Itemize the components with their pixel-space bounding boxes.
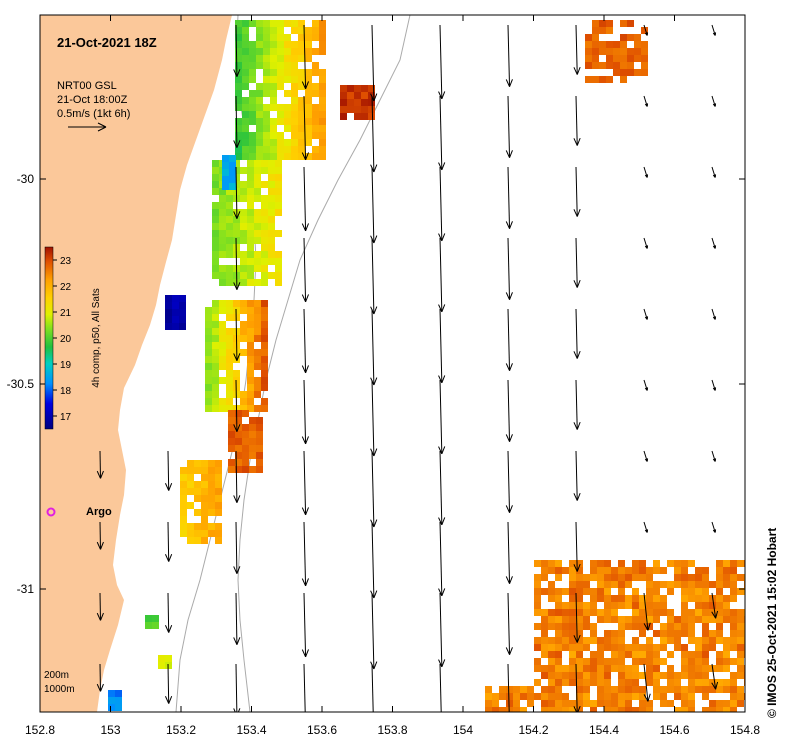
colorbar-tick-label: 20 (60, 334, 72, 345)
map-title: 21-Oct-2021 18Z (57, 35, 157, 50)
colorbar-tick-label: 18 (60, 386, 72, 397)
x-tick-label: 153.8 (377, 723, 407, 737)
x-tick-label: 153 (100, 723, 120, 737)
depth-label-200m: 200m (44, 670, 69, 681)
y-tick-label: -30.5 (7, 377, 35, 391)
colorbar (44, 246, 54, 430)
x-tick-label: 154.8 (730, 723, 760, 737)
colorbar-tick-label: 21 (60, 308, 72, 319)
y-tick-label: -30 (17, 172, 35, 186)
x-tick-label: 153.6 (307, 723, 337, 737)
y-tick-label: -31 (17, 582, 35, 596)
current-vectors (96, 24, 719, 712)
credit-text: © IMOS 25-Oct-2021 15:02 Hobart (765, 528, 779, 718)
x-tick-label: 152.8 (25, 723, 55, 737)
x-tick-label: 153.2 (166, 723, 196, 737)
sst-pixels (108, 20, 745, 712)
x-tick-label: 154 (453, 723, 473, 737)
x-tick-label: 154.4 (589, 723, 619, 737)
colorbar-label: 4h comp, p50, All Sats (91, 288, 102, 388)
x-tick-label: 154.2 (518, 723, 548, 737)
colorbar-tick-label: 17 (60, 412, 72, 423)
scale-arrow (68, 122, 107, 132)
colorbar-tick-label: 23 (60, 256, 72, 267)
info-line-3: 0.5m/s (1kt 6h) (57, 108, 130, 120)
axis-ticks: 152.8 153 153.2 153.4 153.6 153.8 154 154.2 154.… (7, 15, 760, 737)
x-tick-label: 153.4 (236, 723, 266, 737)
x-tick-label: 154.6 (659, 723, 689, 737)
info-line-1: NRT00 GSL (57, 80, 117, 92)
colorbar-tick-label: 22 (60, 282, 72, 293)
colorbar-tick-label: 19 (60, 360, 72, 371)
depth-contour-1000m (237, 15, 411, 712)
land-mass (40, 15, 232, 712)
colorbar-ticks: 23 22 21 20 19 18 17 (53, 256, 72, 423)
info-line-2: 21-Oct 18:00Z (57, 94, 128, 106)
argo-marker (46, 507, 56, 517)
depth-label-1000m: 1000m (44, 684, 75, 695)
argo-label: Argo (86, 506, 112, 518)
